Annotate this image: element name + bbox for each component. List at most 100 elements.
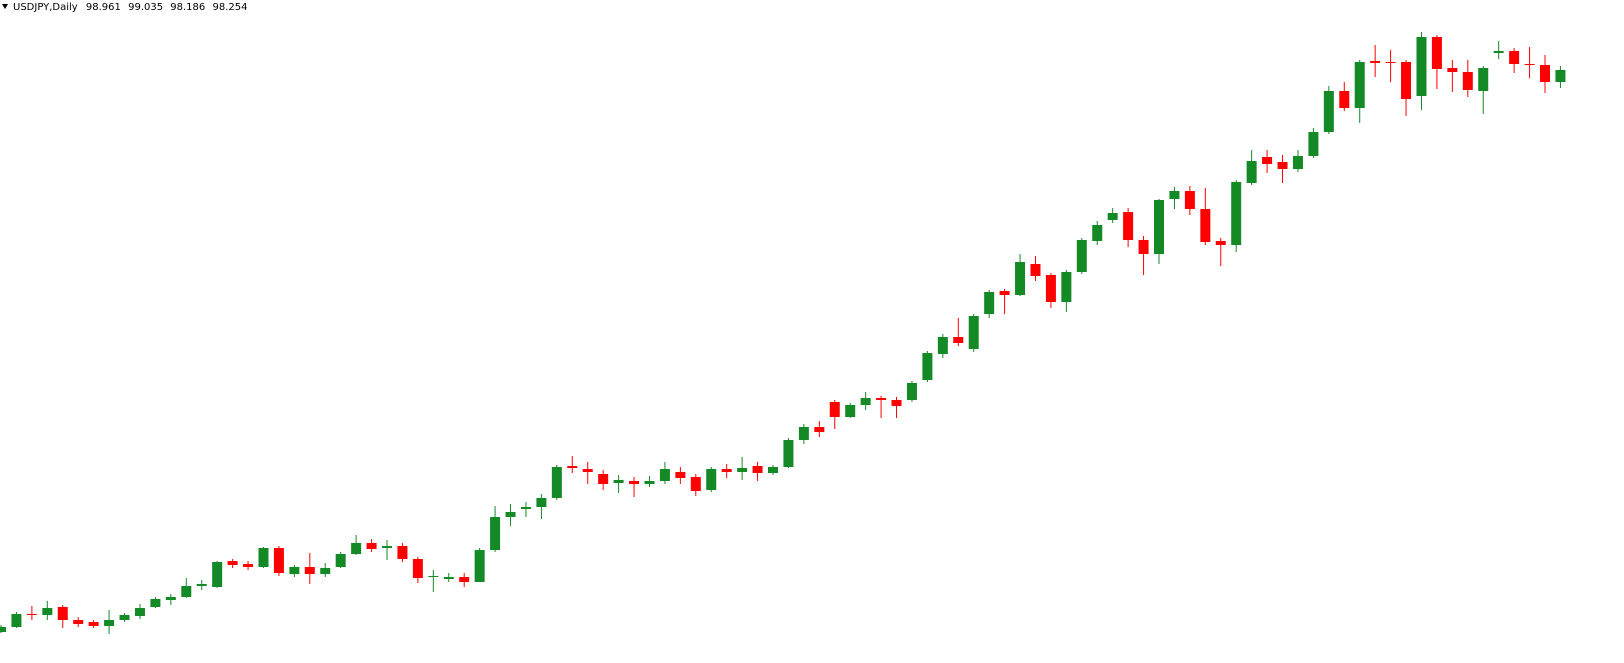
candle-body [906,383,917,400]
candle-body [57,607,68,620]
candle-body [613,480,624,483]
candle-body [1478,68,1489,91]
candle-body [690,477,701,491]
candle-body [1246,161,1257,183]
candle-body [443,577,454,579]
candle-body [335,554,346,567]
candle-body [1555,70,1566,82]
symbol: USDJPY,Daily [13,2,78,13]
candle-body [320,568,331,574]
candle-body [1416,37,1427,96]
candle-body [1154,200,1164,254]
candle-body [1462,72,1473,90]
candle-body [397,546,408,559]
header-value: 98.186 [170,2,205,13]
candle-body [752,466,763,473]
candle-body [1524,64,1535,65]
candle-body [258,548,269,567]
candle-body [520,507,531,509]
candle-body [737,468,748,472]
candle-body [968,316,979,349]
candle-body [150,599,161,607]
candle-body [273,548,284,573]
candle-body [1184,191,1195,209]
candle-body [88,622,99,626]
header-value: 99.035 [128,2,163,13]
candle-body [490,517,501,550]
candle-body [1339,91,1350,108]
candle-body [798,427,809,440]
candle-body [567,466,578,468]
candle-body [1447,68,1458,72]
candle-body [1015,262,1026,295]
candle-body [104,620,115,626]
candle-body [0,627,6,632]
candle-body [1385,62,1396,63]
candle-body [1354,62,1365,108]
candle-body [1061,272,1072,302]
candle-body [243,564,254,567]
candle-body [675,472,686,478]
candle-body [536,498,547,507]
candle-body [1493,51,1504,53]
candle-body [134,608,145,616]
candle-body [1138,240,1149,254]
candle-body [289,567,300,574]
header-value: 98.254 [212,2,247,13]
candle-body [227,561,238,565]
candle-body [876,398,887,400]
candle-body [1123,212,1134,240]
candle-body [783,440,794,467]
header-arrow [2,4,8,9]
candle-body [1292,156,1303,169]
candle-body [845,405,856,417]
candle-body [1231,182,1242,245]
candle-body [706,469,717,490]
candle-body [212,562,223,587]
candle-body [1323,91,1334,132]
candle-body [1540,65,1550,82]
candle-body [922,353,933,380]
candle-body [1401,62,1412,99]
candle-body [474,550,485,582]
candle-body [1509,51,1520,64]
candle-body [412,559,423,578]
candle-body [428,576,439,577]
candle-body [1431,37,1442,69]
candle-body [366,543,377,549]
candles [0,32,1566,634]
header: USDJPY,Daily 98.961 99.035 98.186 98.254 [13,2,247,13]
candle-body [1262,157,1273,164]
candle-body [1092,225,1103,241]
candle-body [304,567,315,574]
candle-body [1045,275,1056,302]
candle-body [181,586,192,597]
candle-body [11,614,22,627]
header-value: 98.961 [86,2,121,13]
candle-body [629,481,640,484]
candle-body [73,620,84,624]
candle-body [42,608,53,615]
candle-body [891,400,902,406]
candle-body [1215,241,1226,245]
candle-body [1200,209,1211,242]
candle-body [1277,162,1288,169]
candle-body [1308,132,1319,156]
candle-body [165,597,176,600]
candle-body [582,469,593,472]
candle-body [814,427,825,432]
candle-body [351,543,362,554]
candle-body [659,469,670,481]
candle-body [721,469,732,472]
candle-body [860,398,871,405]
candle-body [598,474,609,484]
candle-body [1076,240,1087,272]
candle-body [196,584,207,586]
candle-body [459,577,470,582]
candle-body [953,337,964,343]
candle-body [768,467,778,473]
candle-body [382,546,392,548]
